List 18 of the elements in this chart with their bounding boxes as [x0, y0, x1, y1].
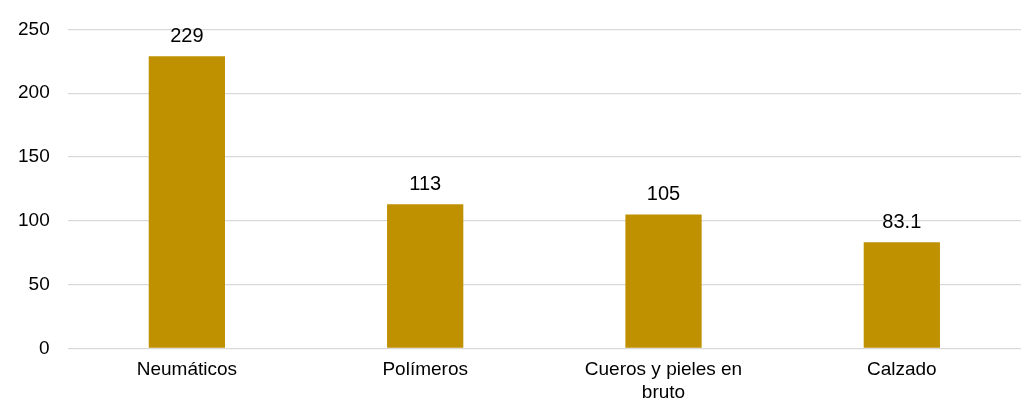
bar	[863, 242, 940, 348]
y-tick-label: 250	[18, 17, 50, 39]
data-label: 113	[409, 171, 442, 194]
y-tick-label: 50	[28, 272, 50, 294]
x-tick-label: Cueros y pieles en bruto	[584, 358, 743, 402]
y-tick-label: 0	[39, 336, 50, 358]
bar	[148, 56, 225, 348]
x-tick-label: Calzado	[866, 358, 937, 380]
x-tick-label: Neumáticos	[136, 358, 238, 380]
bar	[625, 214, 702, 348]
x-tick-label: Polímeros	[382, 358, 468, 380]
data-label: 229	[170, 23, 204, 46]
y-tick-label: 150	[18, 145, 50, 167]
y-tick-label: 100	[18, 209, 50, 231]
y-tick-label: 200	[18, 81, 50, 103]
data-label: 105	[646, 181, 681, 204]
data-label: 83.1	[882, 209, 922, 232]
bar	[387, 204, 464, 348]
